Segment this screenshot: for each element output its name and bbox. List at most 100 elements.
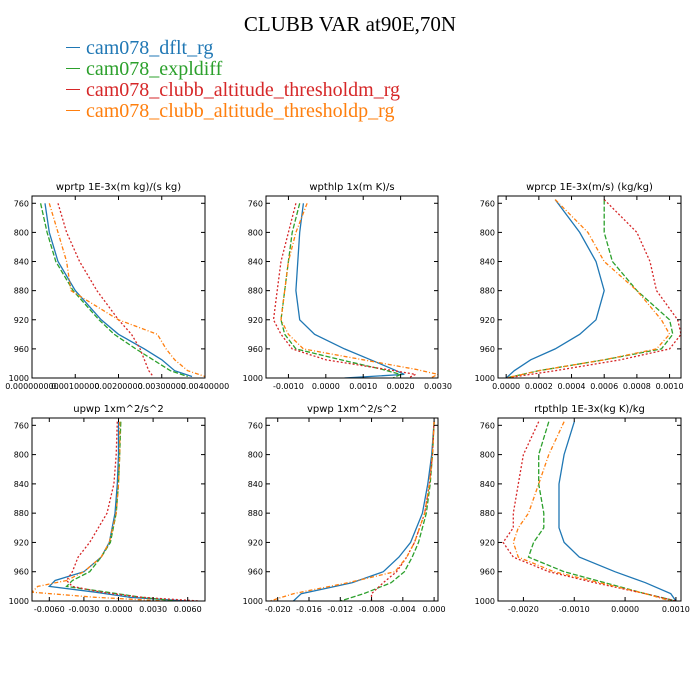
y-tick-label: 960 [480, 568, 495, 577]
x-tick-label: 0.000000000 [5, 382, 58, 391]
x-tick-label: 0.0008 [623, 382, 651, 391]
x-tick-label: 0.000 [423, 605, 446, 614]
series-line [506, 199, 681, 378]
chart-panel: wprcp 1E-3x(m/s) (kg/kg) 760 800 840 880 920 9… [475, 182, 684, 391]
plot-frame [265, 417, 439, 602]
series-line [39, 203, 188, 378]
x-tick-label: -0.012 [327, 605, 353, 614]
x-tick-label: -0.020 [265, 605, 291, 614]
x-tick-label: -0.0060 [34, 605, 65, 614]
legend-swatch [66, 67, 80, 69]
plot-frame [497, 417, 682, 602]
y-tick-label: 1000 [475, 597, 495, 606]
y-tick-label: 760 [480, 421, 495, 430]
panel-title: wprcp 1E-3x(m/s) (kg/kg) [526, 182, 653, 193]
series-line [32, 421, 165, 601]
x-tick-label: 0.0010 [662, 605, 690, 614]
y-tick-label: 760 [480, 199, 495, 208]
y-tick-label: 1000 [243, 374, 263, 383]
y-tick-label: 800 [480, 228, 495, 237]
y-tick-label: 800 [480, 451, 495, 460]
legend-item: cam078_expldiff [66, 59, 400, 80]
legend-label: cam078_clubb_altitude_thresholdp_rg [86, 100, 395, 122]
y-tick-label: 760 [14, 421, 29, 430]
y-tick-label: 840 [248, 480, 263, 489]
y-tick-label: 800 [248, 228, 263, 237]
series-line [295, 203, 405, 378]
y-tick-label: 840 [480, 258, 495, 267]
y-tick-label: 880 [248, 509, 263, 518]
plot-frame [265, 195, 439, 379]
series-line [269, 421, 435, 601]
x-tick-label: 0.0020 [387, 382, 415, 391]
legend-item: cam078_clubb_altitude_thresholdm_rg [66, 80, 400, 101]
y-tick-label: 920 [480, 316, 495, 325]
panel-title: upwp 1xm^2/s^2 [73, 404, 163, 415]
y-tick-label: 840 [480, 480, 495, 489]
series-line [65, 421, 200, 601]
x-tick-label: 0.0010 [349, 382, 377, 391]
plot-frame [497, 195, 682, 379]
panel-title: wprtp 1E-3x(m kg)/(s kg) [56, 182, 181, 193]
legend-swatch [66, 46, 80, 48]
x-tick-label: 0.00100000 [51, 382, 99, 391]
y-tick-label: 800 [248, 451, 263, 460]
x-tick-label: -0.004 [390, 605, 416, 614]
y-tick-label: 920 [248, 316, 263, 325]
legend-swatch [66, 109, 80, 111]
x-tick-label: 0.0000 [492, 382, 520, 391]
x-tick-label: -0.008 [359, 605, 385, 614]
x-tick-label: 0.00400000 [181, 382, 229, 391]
legend-label: cam078_expldiff [86, 58, 223, 80]
x-tick-label: 0.0030 [139, 605, 167, 614]
panel-title: vpwp 1xm^2/s^2 [307, 404, 397, 415]
y-tick-label: 800 [14, 451, 29, 460]
x-tick-label: 0.0030 [424, 382, 452, 391]
legend-label: cam078_clubb_altitude_thresholdm_rg [86, 79, 401, 101]
y-tick-label: 1000 [9, 597, 29, 606]
series-line [47, 421, 188, 601]
y-tick-label: 840 [14, 258, 29, 267]
series-line [280, 203, 438, 378]
x-tick-label: 0.0006 [590, 382, 618, 391]
legend-swatch [66, 88, 80, 90]
y-tick-label: 880 [14, 509, 29, 518]
chart-panel: wpthlp 1x(m K)/s 760 800 840 880 920 960 1000 -0… [243, 182, 452, 391]
x-tick-label: 0.0000 [611, 605, 639, 614]
y-tick-label: 920 [248, 538, 263, 547]
y-tick-label: 880 [14, 287, 29, 296]
chart-main-title: CLUBB VAR at90E,70N [243, 12, 457, 36]
x-tick-label: 0.00300000 [138, 382, 186, 391]
series-line [340, 421, 435, 601]
panel-title: rtpthlp 1E-3x(kg K)/kg [534, 404, 645, 415]
chart-panel: vpwp 1xm^2/s^27608008408809209601000-0.0… [243, 404, 446, 614]
y-tick-label: 960 [248, 345, 263, 354]
x-tick-label: 0.0004 [558, 382, 586, 391]
x-tick-label: -0.0010 [273, 382, 304, 391]
x-tick-label: -0.016 [296, 605, 322, 614]
y-tick-label: 880 [248, 287, 263, 296]
series-line [48, 203, 205, 378]
y-tick-label: 920 [14, 538, 29, 547]
x-tick-label: 0.0000 [312, 382, 340, 391]
y-tick-label: 800 [14, 228, 29, 237]
x-tick-label: 0.0010 [656, 382, 684, 391]
series-line [65, 421, 177, 601]
panel-title: wpthlp 1x(m K)/s [309, 182, 394, 193]
x-tick-label: 0.0000 [105, 605, 133, 614]
x-tick-label: 0.0002 [525, 382, 553, 391]
y-tick-label: 960 [248, 568, 263, 577]
y-tick-label: 1000 [475, 374, 495, 383]
series-line [292, 421, 435, 601]
plot-frame [31, 195, 206, 379]
chart-legend: cam078_dflt_rg cam078_expldiff cam078_cl… [66, 38, 400, 122]
series-line [44, 203, 193, 378]
series-line [506, 199, 674, 378]
x-tick-label: -0.0030 [68, 605, 99, 614]
x-tick-label: -0.0010 [559, 605, 590, 614]
series-line [506, 199, 671, 378]
legend-item: cam078_clubb_altitude_thresholdp_rg [66, 101, 400, 122]
chart-panel: upwp 1xm^2/s^2 760 800 840 880 920 960 1000 -0.0… [9, 404, 206, 614]
series-line [505, 199, 605, 378]
